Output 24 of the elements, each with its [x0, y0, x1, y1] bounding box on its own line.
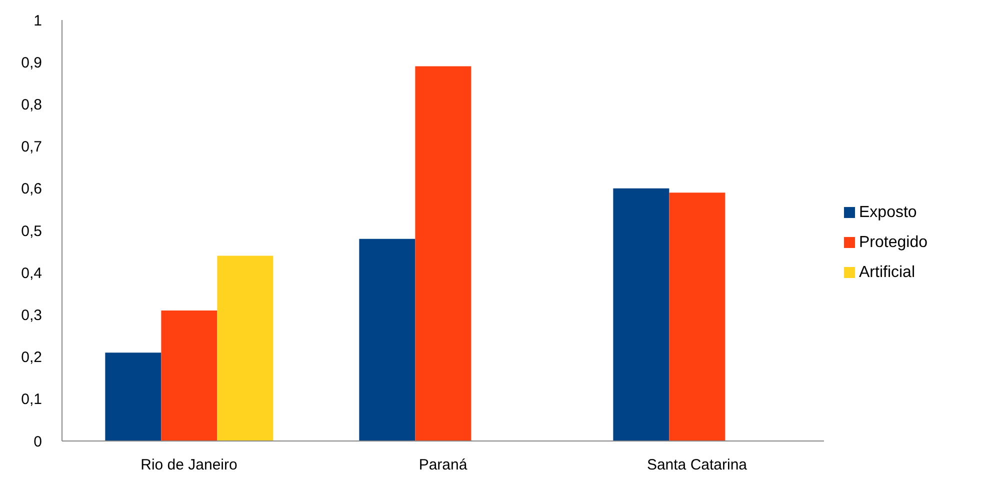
- bar: [359, 238, 416, 441]
- legend-label: Artificial: [859, 264, 916, 281]
- y-tick-label: 0,6: [21, 180, 42, 198]
- y-tick-label: 0,8: [21, 96, 42, 114]
- y-tick-label: 0,4: [21, 264, 42, 282]
- y-tick-label: 0,3: [21, 307, 42, 324]
- bar: [217, 256, 274, 441]
- bar: [161, 310, 218, 441]
- x-tick-label: Rio de Janeiro: [140, 456, 238, 474]
- y-tick-label: 1: [34, 12, 42, 30]
- bar: [415, 66, 472, 441]
- y-tick-label: 0,7: [21, 138, 42, 156]
- x-tick-label: Paraná: [418, 456, 468, 474]
- y-tick-label: 0: [34, 433, 42, 450]
- x-tick-label: Santa Catarina: [646, 456, 748, 474]
- legend-label: Protegido: [859, 234, 928, 251]
- bar: [613, 188, 670, 441]
- y-tick-label: 0,9: [21, 54, 42, 72]
- y-tick-label: 0,1: [21, 391, 42, 408]
- bar: [669, 192, 726, 441]
- bar: [105, 352, 162, 441]
- y-tick-label: 0,2: [21, 349, 42, 366]
- y-tick-label: 0,5: [21, 222, 42, 240]
- legend-label: Exposto: [859, 204, 917, 221]
